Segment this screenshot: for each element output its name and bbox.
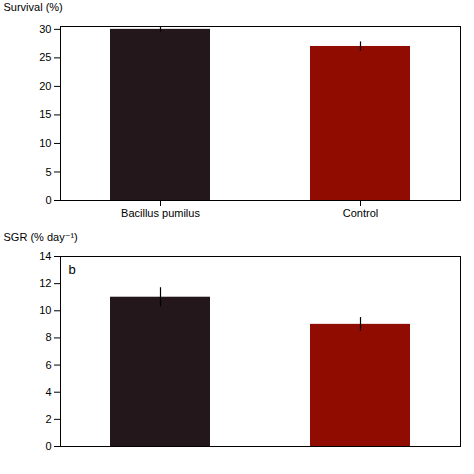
svg-text:5: 5: [45, 165, 51, 177]
svg-text:0: 0: [45, 440, 51, 452]
svg-text:0: 0: [45, 194, 51, 206]
svg-text:4: 4: [45, 386, 51, 398]
svg-text:12: 12: [39, 277, 51, 289]
svg-text:b: b: [69, 262, 76, 277]
svg-text:SGR (% day⁻¹): SGR (% day⁻¹): [4, 231, 78, 243]
svg-text:6: 6: [45, 359, 51, 371]
svg-text:15: 15: [39, 108, 51, 120]
svg-text:10: 10: [39, 137, 51, 149]
svg-text:14: 14: [39, 250, 51, 262]
svg-text:20: 20: [39, 80, 51, 92]
svg-text:2: 2: [45, 413, 51, 425]
svg-text:Control: Control: [343, 207, 378, 219]
svg-text:10: 10: [39, 304, 51, 316]
svg-text:8: 8: [45, 331, 51, 343]
svg-text:25: 25: [39, 51, 51, 63]
svg-text:Survival (%): Survival (%): [4, 1, 63, 13]
svg-text:Bacillus pumilus: Bacillus pumilus: [121, 207, 200, 219]
svg-text:30: 30: [39, 23, 51, 35]
